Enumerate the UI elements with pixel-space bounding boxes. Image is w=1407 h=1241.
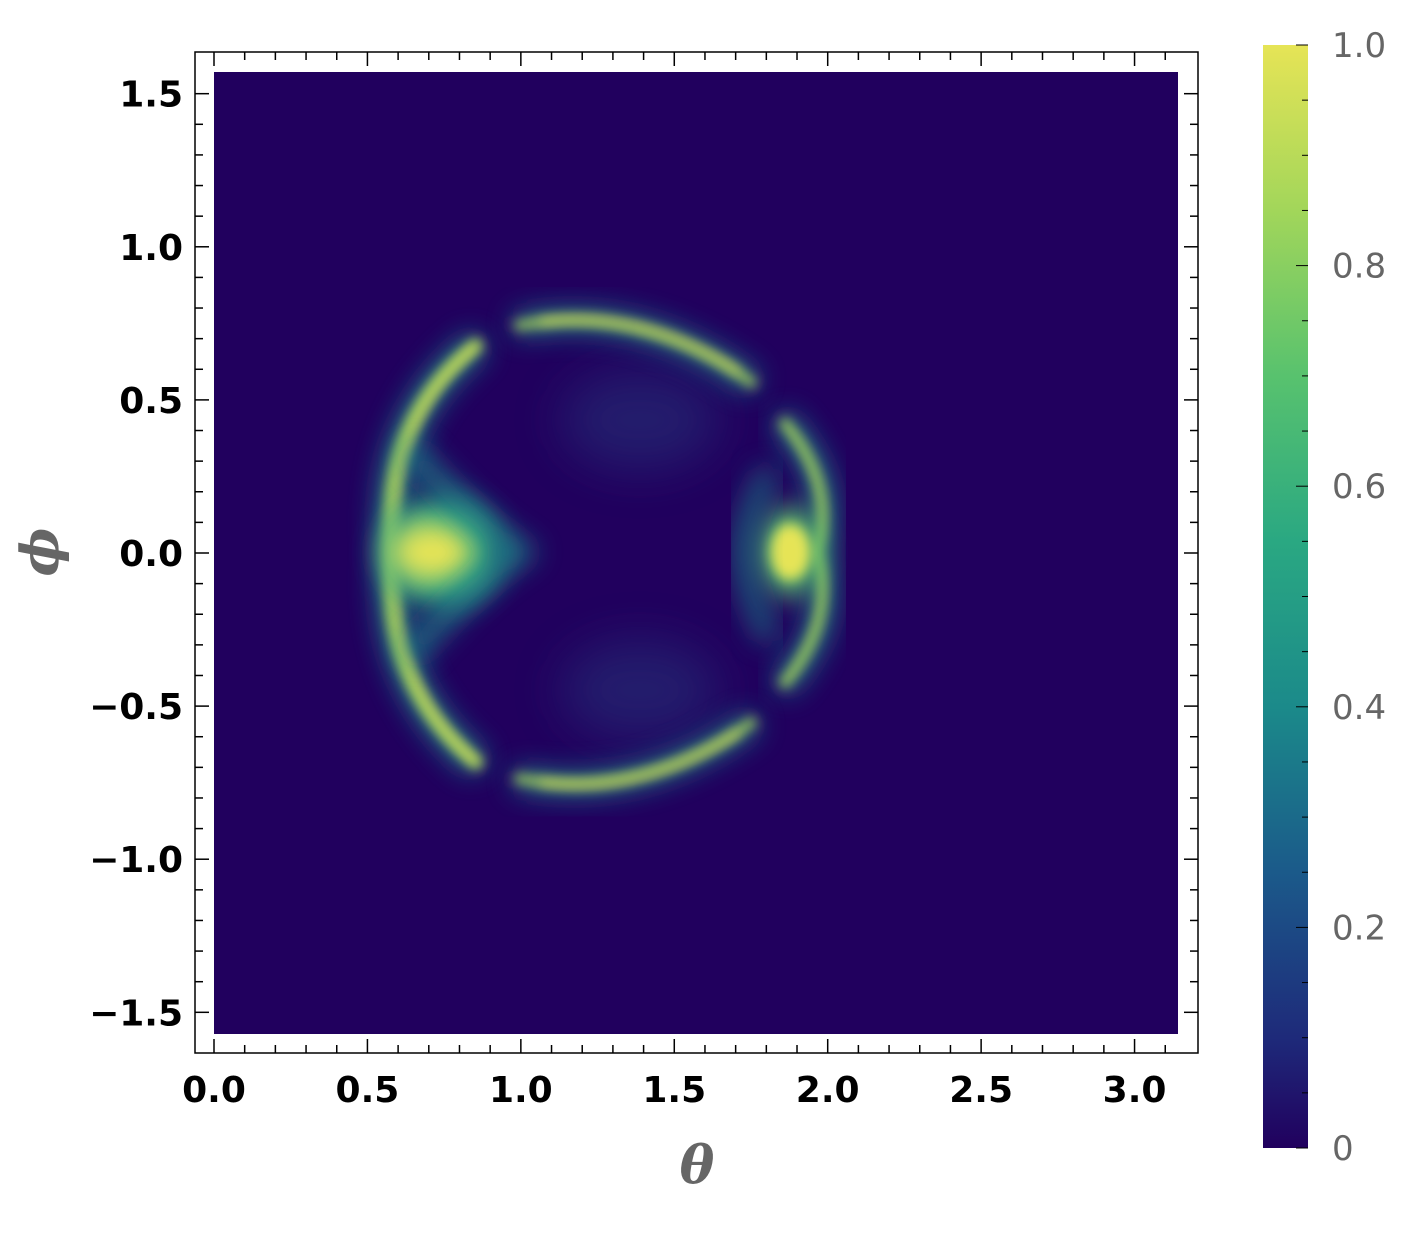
axis-tick-labels: 0.0 0.5 1.0 1.5 2.0 2.5 3.0 1.5 1.0 0.5 0.0 −0.5 −1.… xyxy=(89,75,1166,1111)
colorbar-tick-label: 0.2 xyxy=(1332,908,1386,948)
x-tick-label: 0.0 xyxy=(182,1070,246,1111)
colorbar-tick-label: 0.6 xyxy=(1332,467,1386,507)
heatmap-bottom-arc xyxy=(512,711,762,796)
heatmap-left-lobe xyxy=(377,331,541,777)
x-tick-label: 3.0 xyxy=(1103,1070,1167,1111)
colorbar-tick-label: 0.8 xyxy=(1332,247,1386,287)
x-axis-title: θ xyxy=(680,1135,715,1196)
x-tick-label: 1.0 xyxy=(489,1070,553,1111)
y-tick-label: 1.5 xyxy=(119,75,183,116)
heatmap-right-lobe xyxy=(735,410,835,696)
colorbar-tick-label: 0 xyxy=(1332,1129,1354,1169)
axis-ticks xyxy=(195,52,1198,1053)
x-tick-label: 0.5 xyxy=(336,1070,400,1111)
x-tick-label: 2.5 xyxy=(949,1070,1013,1111)
x-tick-label: 1.5 xyxy=(642,1070,706,1111)
heatmap-glow-lower xyxy=(560,640,720,740)
colorbar-tick-label: 1.0 xyxy=(1332,26,1386,66)
y-tick-label: −1.5 xyxy=(89,993,183,1034)
x-tick-label: 2.0 xyxy=(796,1070,860,1111)
y-tick-label: 0.5 xyxy=(119,381,183,422)
y-axis-title: ϕ xyxy=(10,528,71,577)
heatmap-glow-upper xyxy=(560,370,720,470)
y-tick-label: 0.0 xyxy=(119,534,183,575)
y-tick-label: −1.0 xyxy=(89,840,183,881)
y-tick-label: −0.5 xyxy=(89,687,183,728)
heatmap-top-arc xyxy=(512,308,762,394)
colorbar-tick-label: 0.4 xyxy=(1332,688,1386,728)
colorbar-ticks xyxy=(1296,44,1308,1149)
colorbar-tick-labels: 1.0 0.8 0.6 0.4 0.2 0 xyxy=(1332,26,1386,1169)
y-tick-label: 1.0 xyxy=(119,228,183,269)
heatmap-background xyxy=(214,72,1178,1034)
heatmap-area xyxy=(214,72,1178,1034)
colorbar xyxy=(1263,45,1308,1148)
